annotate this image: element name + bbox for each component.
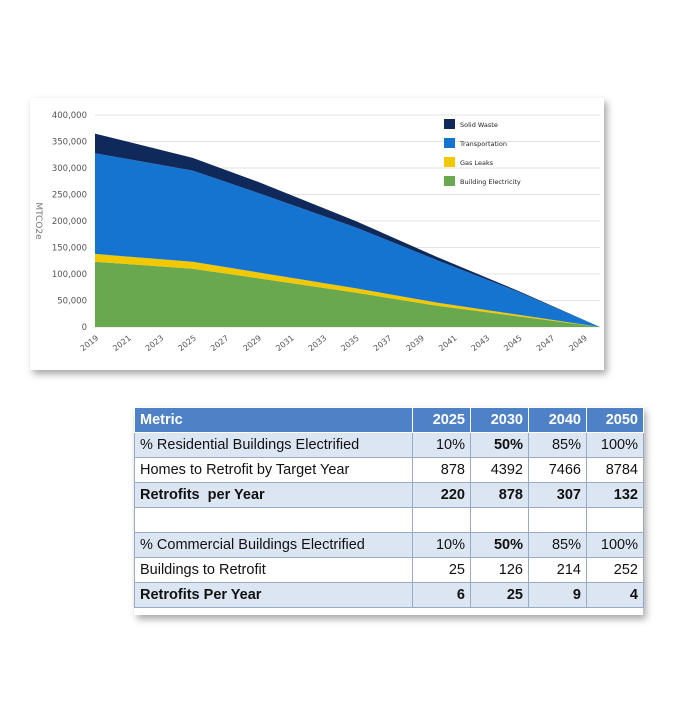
cell-value: 220 (412, 482, 471, 508)
cell-value: 307 (528, 482, 587, 508)
y-tick-label: 400,000 (52, 111, 87, 121)
header-2030: 2030 (470, 407, 529, 433)
x-tick-label: 2039 (404, 333, 426, 353)
cell-value: 8784 (586, 457, 644, 483)
x-tick-label: 2019 (79, 333, 101, 353)
cell-value: 100% (586, 432, 644, 458)
legend-swatch (444, 119, 455, 129)
legend-swatch (444, 138, 455, 148)
x-tick-label: 2023 (144, 333, 166, 353)
area-series-building-electricity (95, 261, 600, 327)
row-label: Retrofits Per Year (134, 582, 413, 608)
area-series-gas-leaks (95, 253, 600, 327)
legend-label: Gas Leaks (460, 159, 494, 167)
x-tick-label: 2047 (535, 333, 557, 353)
x-tick-label: 2033 (307, 333, 329, 353)
cell-value: 7466 (528, 457, 587, 483)
row-label: Homes to Retrofit by Target Year (134, 457, 413, 483)
header-2025: 2025 (412, 407, 471, 433)
legend-label: Solid Waste (460, 121, 498, 129)
table-row: Buildings to Retrofit 25 126 214 252 (134, 557, 644, 583)
y-tick-label: 200,000 (52, 217, 87, 227)
cell-value (528, 507, 587, 533)
x-tick-label: 2029 (242, 333, 264, 353)
x-tick-label: 2027 (209, 333, 231, 353)
x-tick-label: 2025 (176, 333, 198, 353)
cell-value: 50% (470, 432, 529, 458)
row-label: % Residential Buildings Electrified (134, 432, 413, 458)
emissions-chart: 400,000 350,000 300,000 250,000 200,000 150,0… (30, 98, 604, 370)
cell-value: 132 (586, 482, 644, 508)
header-2050: 2050 (586, 407, 644, 433)
row-label: % Commercial Buildings Electrified (134, 532, 413, 558)
legend-label: Transportation (459, 140, 507, 148)
retrofit-metrics-table: Metric 2025 2030 2040 2050 % Residential… (134, 407, 644, 608)
x-tick-label: 2031 (274, 333, 296, 353)
cell-value: 214 (528, 557, 587, 583)
cell-value: 4 (586, 582, 644, 608)
area-series-solid-waste (95, 133, 600, 327)
cell-value: 25 (412, 557, 471, 583)
legend-swatch (444, 176, 455, 186)
row-label: Retrofits per Year (134, 482, 413, 508)
y-tick-label: 50,000 (57, 297, 87, 307)
cell-value: 25 (470, 582, 529, 608)
table-row: Retrofits Per Year 6 25 9 4 (134, 582, 644, 608)
header-2040: 2040 (528, 407, 587, 433)
cell-value: 100% (586, 532, 644, 558)
table-row-spacer (134, 507, 644, 533)
cell-value (470, 507, 529, 533)
x-tick-label: 2043 (470, 333, 492, 353)
x-tick-label: 2049 (567, 333, 589, 353)
cell-value (412, 507, 471, 533)
y-tick-label: 350,000 (52, 138, 87, 148)
x-tick-label: 2041 (437, 333, 459, 353)
row-label (134, 507, 413, 533)
legend-swatch (444, 157, 455, 167)
emissions-area-chart: 400,000 350,000 300,000 250,000 200,000 150,0… (33, 111, 600, 353)
y-tick-label: 250,000 (52, 191, 87, 201)
table-row: % Commercial Buildings Electrified 10% 5… (134, 532, 644, 558)
x-tick-label: 2021 (111, 333, 133, 353)
retrofit-table-card: Metric 2025 2030 2040 2050 % Residential… (134, 407, 644, 615)
cell-value: 4392 (470, 457, 529, 483)
cell-value: 9 (528, 582, 587, 608)
x-tick-label: 2037 (372, 333, 394, 353)
cell-value: 878 (470, 482, 529, 508)
y-tick-label: 100,000 (52, 270, 87, 280)
cell-value: 10% (412, 432, 471, 458)
cell-value: 85% (528, 532, 587, 558)
cell-value: 252 (586, 557, 644, 583)
y-tick-label: 0 (82, 323, 87, 333)
area-series-transportation (95, 153, 600, 327)
row-label: Buildings to Retrofit (134, 557, 413, 583)
cell-value: 10% (412, 532, 471, 558)
cell-value: 878 (412, 457, 471, 483)
table-row: % Residential Buildings Electrified 10% … (134, 432, 644, 458)
legend-label: Building Electricity (460, 178, 521, 186)
x-tick-label: 2035 (339, 333, 361, 353)
y-axis-label: MTCO2e (33, 202, 43, 240)
y-tick-label: 300,000 (52, 164, 87, 174)
cell-value: 126 (470, 557, 529, 583)
cell-value: 6 (412, 582, 471, 608)
cell-value: 50% (470, 532, 529, 558)
table-header-row: Metric 2025 2030 2040 2050 (134, 407, 644, 433)
cell-value (586, 507, 644, 533)
table-row: Homes to Retrofit by Target Year 878 439… (134, 457, 644, 483)
header-metric: Metric (134, 407, 413, 433)
table-row: Retrofits per Year 220 878 307 132 (134, 482, 644, 508)
cell-value: 85% (528, 432, 587, 458)
y-tick-label: 150,000 (52, 244, 87, 254)
x-tick-label: 2045 (502, 333, 524, 353)
